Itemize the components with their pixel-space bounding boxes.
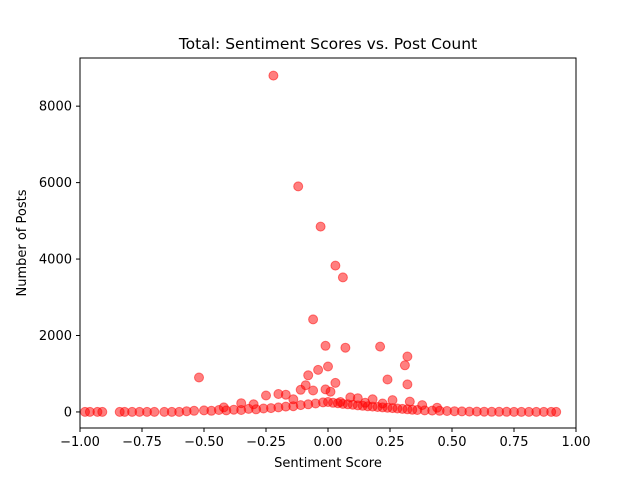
data-point-22 xyxy=(325,386,336,397)
data-point-43 xyxy=(97,406,108,417)
x-tick-label-0: −1.00 xyxy=(60,435,100,450)
y-tick-label-0: 0 xyxy=(64,405,72,420)
y-tick-label-2: 4000 xyxy=(39,253,72,268)
data-point-16 xyxy=(402,379,413,390)
data-point-19 xyxy=(295,384,306,395)
data-point-12 xyxy=(303,370,314,381)
data-point-13 xyxy=(323,361,333,372)
y-axis-label: Number of Posts xyxy=(15,189,30,296)
data-point-4 xyxy=(337,272,348,283)
data-point-5 xyxy=(308,314,319,325)
x-tick-label-8: 1.00 xyxy=(562,435,591,450)
data-point-0 xyxy=(268,70,279,81)
data-point-109 xyxy=(551,406,562,417)
data-point-24 xyxy=(273,389,284,399)
x-tick-label-2: −0.50 xyxy=(184,435,224,450)
data-point-15 xyxy=(382,374,393,385)
data-point-2 xyxy=(315,221,326,232)
y-tick-label-4: 8000 xyxy=(39,100,72,115)
data-point-10 xyxy=(399,360,410,371)
data-point-1 xyxy=(293,181,304,192)
y-tick-label-1: 2000 xyxy=(39,329,72,344)
data-point-54 xyxy=(189,405,200,416)
data-point-49 xyxy=(149,406,160,417)
points-layer xyxy=(80,70,562,417)
x-axis-ticks: −1.00 −0.75 −0.50 −0.25 0.00 0.25 0.50 0.75 1.00 xyxy=(60,428,590,450)
data-point-3 xyxy=(330,260,341,271)
x-tick-label-5: 0.25 xyxy=(376,435,405,450)
data-point-18 xyxy=(330,377,341,388)
data-point-20 xyxy=(308,385,319,396)
y-tick-label-3: 6000 xyxy=(39,176,72,191)
chart-title: Total: Sentiment Scores vs. Post Count xyxy=(178,35,477,53)
data-point-6 xyxy=(320,340,331,351)
data-point-14 xyxy=(313,364,324,375)
data-point-11 xyxy=(194,372,204,383)
data-point-7 xyxy=(340,342,351,353)
data-point-9 xyxy=(402,351,413,362)
data-point-8 xyxy=(375,341,386,352)
x-tick-label-6: 0.50 xyxy=(438,435,467,450)
x-tick-label-3: −0.25 xyxy=(246,435,286,450)
x-tick-label-1: −0.75 xyxy=(122,435,162,450)
x-tick-label-7: 0.75 xyxy=(500,435,529,450)
y-axis-ticks: 0 2000 4000 6000 8000 xyxy=(39,100,80,420)
data-point-25 xyxy=(261,390,271,401)
x-axis-label: Sentiment Score xyxy=(274,456,382,471)
x-tick-label-4: 0.00 xyxy=(314,435,343,450)
